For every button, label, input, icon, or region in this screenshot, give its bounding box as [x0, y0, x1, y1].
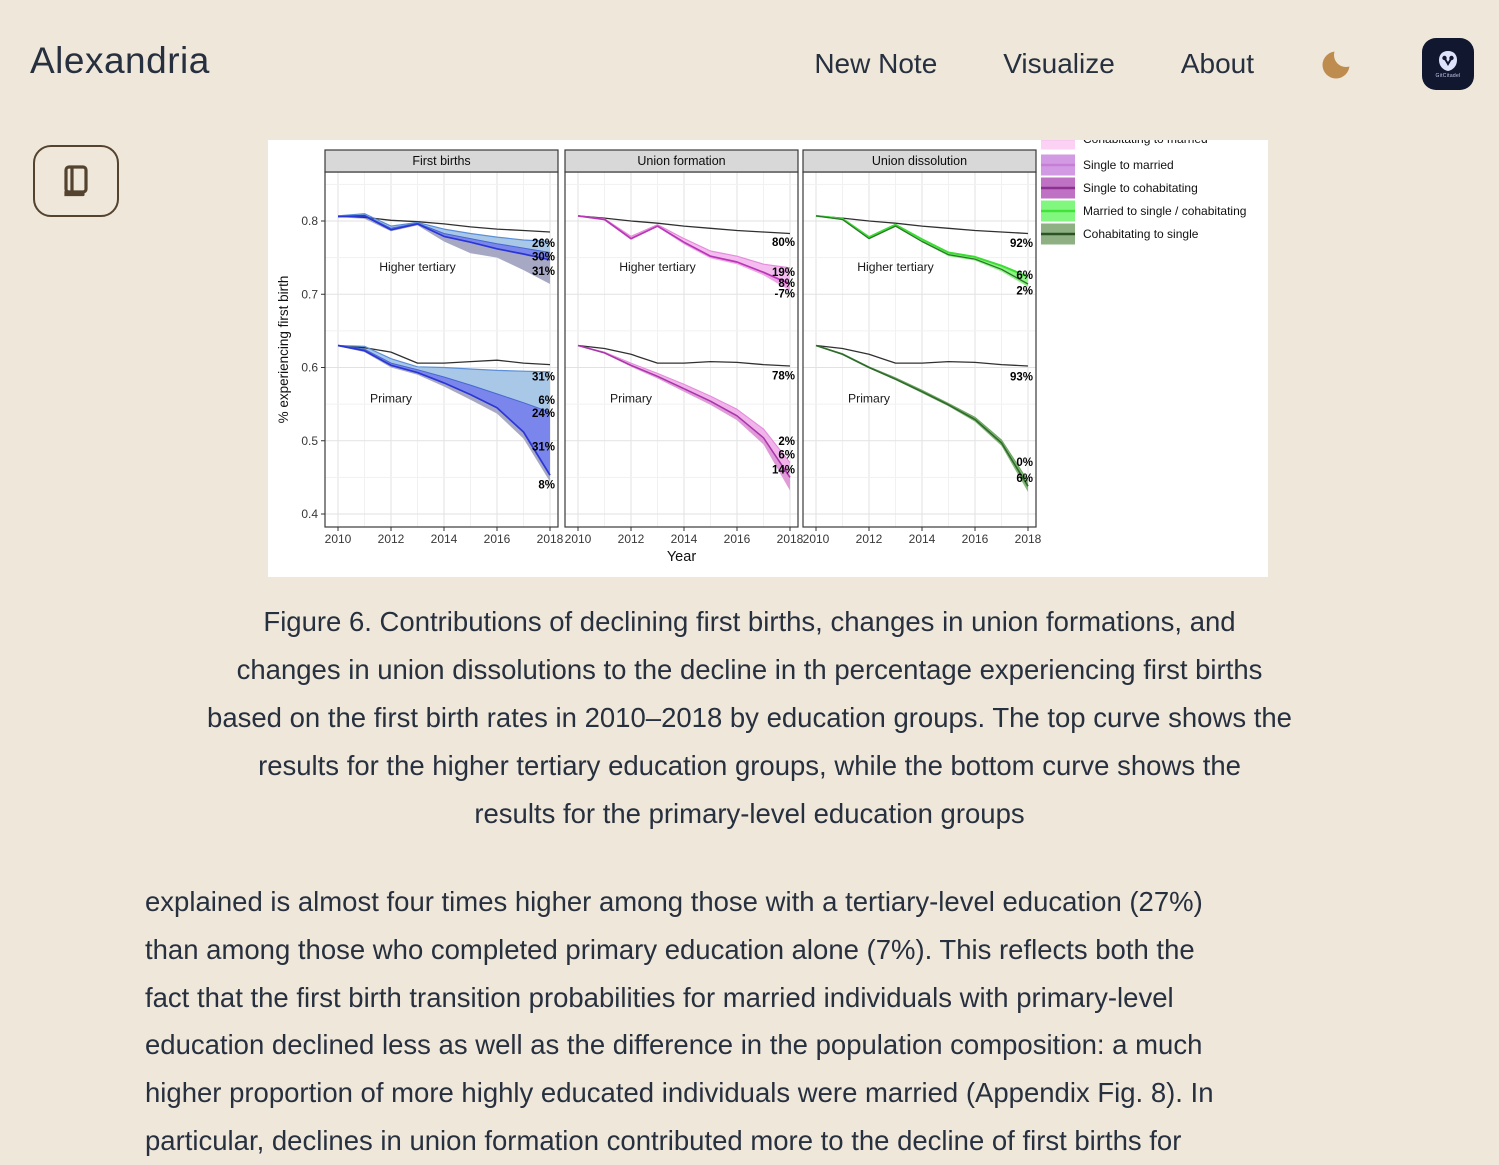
svg-text:2016: 2016: [484, 532, 511, 546]
gitcitadel-badge-label: GitCitadel: [1435, 72, 1461, 79]
svg-text:2014: 2014: [909, 532, 936, 546]
svg-text:8%: 8%: [778, 278, 795, 290]
svg-text:0.7: 0.7: [301, 287, 318, 301]
nav-item-visualize[interactable]: Visualize: [1003, 48, 1115, 79]
svg-text:2012: 2012: [856, 532, 883, 546]
svg-text:6%: 6%: [1016, 473, 1033, 485]
dark-mode-toggle[interactable]: [1320, 46, 1356, 82]
body-paragraph: explained is almost four times higher am…: [145, 886, 1214, 1156]
svg-text:14%: 14%: [772, 464, 795, 476]
gitcitadel-badge[interactable]: GitCitadel: [1422, 38, 1474, 90]
svg-text:Year: Year: [667, 549, 696, 565]
svg-text:2016: 2016: [962, 532, 989, 546]
svg-text:Single to cohabitating: Single to cohabitating: [1083, 181, 1198, 195]
svg-text:Primary: Primary: [370, 391, 413, 405]
svg-text:2010: 2010: [325, 532, 352, 546]
svg-text:Cohabitating to single: Cohabitating to single: [1083, 227, 1199, 241]
svg-text:2018: 2018: [1015, 532, 1042, 546]
svg-text:2016: 2016: [724, 532, 751, 546]
svg-text:% experiencing first birth: % experiencing first birth: [276, 276, 291, 424]
svg-text:30%: 30%: [532, 252, 555, 264]
svg-text:Higher tertiary: Higher tertiary: [619, 260, 696, 274]
svg-text:0.8: 0.8: [301, 214, 318, 228]
svg-text:2012: 2012: [618, 532, 645, 546]
svg-text:Union dissolution: Union dissolution: [872, 154, 967, 168]
svg-text:2%: 2%: [1016, 286, 1033, 298]
svg-text:19%: 19%: [772, 267, 795, 279]
svg-text:2018: 2018: [777, 532, 804, 546]
svg-text:2014: 2014: [671, 532, 698, 546]
svg-text:2%: 2%: [778, 436, 795, 448]
svg-text:31%: 31%: [532, 371, 555, 383]
nav-item-about[interactable]: About: [1180, 48, 1254, 79]
svg-text:6%: 6%: [1016, 270, 1033, 282]
svg-text:Higher tertiary: Higher tertiary: [379, 260, 456, 274]
figure-caption: Figure 6. Contributions of declining fir…: [207, 606, 1292, 829]
svg-text:0%: 0%: [1016, 457, 1033, 469]
svg-text:0.6: 0.6: [301, 361, 318, 375]
svg-text:78%: 78%: [772, 371, 795, 383]
app-brand[interactable]: Alexandria: [30, 40, 210, 81]
book-icon: [64, 165, 88, 197]
svg-text:Union formation: Union formation: [637, 154, 725, 168]
svg-text:31%: 31%: [532, 266, 555, 278]
svg-text:2010: 2010: [803, 532, 830, 546]
svg-text:2014: 2014: [431, 532, 458, 546]
nav-item-new-note[interactable]: New Note: [814, 48, 938, 79]
svg-text:8%: 8%: [538, 479, 555, 491]
figure-image: Higher tertiary 26% 30% 31% Primary 31% 6% 24% 3…: [268, 128, 1268, 577]
svg-text:80%: 80%: [772, 237, 795, 249]
svg-text:31%: 31%: [532, 442, 555, 454]
header-nav: New Note Visualize About GitCitadel: [814, 34, 1474, 94]
svg-text:0.5: 0.5: [301, 434, 318, 448]
svg-text:6%: 6%: [538, 395, 555, 407]
svg-text:24%: 24%: [532, 408, 555, 420]
svg-text:-7%: -7%: [775, 289, 795, 301]
svg-text:26%: 26%: [532, 238, 555, 250]
svg-text:Married to single / cohabitati: Married to single / cohabitating: [1083, 204, 1246, 218]
svg-text:2010: 2010: [565, 532, 592, 546]
svg-text:93%: 93%: [1010, 371, 1033, 383]
svg-text:2018: 2018: [537, 532, 564, 546]
gitcitadel-logo-icon: [1439, 50, 1457, 71]
svg-text:0.4: 0.4: [301, 507, 318, 521]
svg-text:Higher tertiary: Higher tertiary: [857, 260, 934, 274]
svg-text:2012: 2012: [378, 532, 405, 546]
svg-text:92%: 92%: [1010, 238, 1033, 250]
figure-chart: Higher tertiary 26% 30% 31% Primary 31% 6% 24% 3…: [268, 128, 1268, 582]
svg-text:Primary: Primary: [610, 391, 653, 405]
svg-text:Single to married: Single to married: [1083, 158, 1174, 172]
svg-text:First births: First births: [412, 154, 470, 168]
svg-text:Cohabitating to married: Cohabitating to married: [1083, 140, 1208, 146]
svg-text:6%: 6%: [778, 450, 795, 462]
moon-icon: [1322, 51, 1350, 79]
svg-text:Primary: Primary: [848, 391, 891, 405]
reader-book-button[interactable]: [33, 145, 119, 217]
